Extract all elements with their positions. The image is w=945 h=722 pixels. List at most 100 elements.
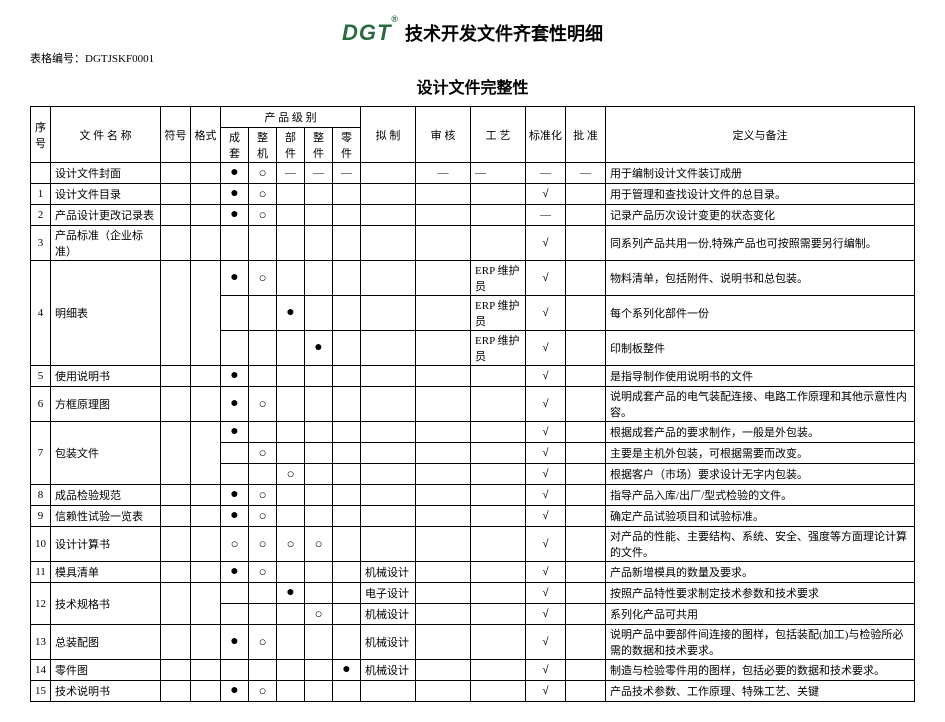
- cell-review: [416, 464, 471, 485]
- table-row: 9信赖性试验一览表●○√确定产品试验项目和试验标准。: [31, 506, 915, 527]
- cell-lvl: [305, 660, 333, 681]
- cell-review: [416, 527, 471, 562]
- cell-seq: 13: [31, 625, 51, 660]
- cell-name: 总装配图: [51, 625, 161, 660]
- cell-approve: [566, 226, 606, 261]
- table-row: 2产品设计更改记录表●○—记录产品历次设计变更的状态变化: [31, 205, 915, 226]
- cell-symbol: [161, 422, 191, 485]
- cell-symbol: [161, 660, 191, 681]
- cell-lvl: ●: [221, 184, 249, 205]
- cell-lvl: [333, 464, 361, 485]
- table-row: 设计文件封面●○———————用于编制设计文件装订成册: [31, 163, 915, 184]
- table-row: 11模具清单●○机械设计√产品新增模具的数量及要求。: [31, 562, 915, 583]
- th-lvl-1: 整机: [249, 128, 277, 163]
- cell-name: 模具清单: [51, 562, 161, 583]
- cell-draft: [361, 422, 416, 443]
- table-row: 14零件图●机械设计√制造与检验零件用的图样，包括必要的数据和技术要求。: [31, 660, 915, 681]
- cell-process: [471, 184, 526, 205]
- cell-seq: 14: [31, 660, 51, 681]
- cell-lvl: [333, 184, 361, 205]
- cell-process: [471, 604, 526, 625]
- cell-approve: [566, 422, 606, 443]
- cell-standard: —: [526, 205, 566, 226]
- cell-process: [471, 366, 526, 387]
- cell-note: 印制板整件: [606, 331, 915, 366]
- cell-note: 产品新增模具的数量及要求。: [606, 562, 915, 583]
- cell-review: [416, 443, 471, 464]
- cell-lvl: [277, 422, 305, 443]
- cell-name: 包装文件: [51, 422, 161, 485]
- cell-lvl: [221, 660, 249, 681]
- cell-lvl: [277, 226, 305, 261]
- cell-format: [191, 163, 221, 184]
- table-body: 设计文件封面●○———————用于编制设计文件装订成册1设计文件目录●○√用于管…: [31, 163, 915, 702]
- cell-review: [416, 604, 471, 625]
- cell-lvl: [249, 464, 277, 485]
- th-seq: 序号: [31, 107, 51, 163]
- cell-lvl: [333, 527, 361, 562]
- cell-draft: [361, 163, 416, 184]
- cell-format: [191, 226, 221, 261]
- cell-draft: [361, 331, 416, 366]
- cell-name: 技术规格书: [51, 583, 161, 625]
- cell-lvl: [277, 331, 305, 366]
- cell-standard: √: [526, 660, 566, 681]
- cell-review: [416, 681, 471, 702]
- cell-seq: 11: [31, 562, 51, 583]
- cell-note: 用于管理和查找设计文件的总目录。: [606, 184, 915, 205]
- page-header: DGT® 技术开发文件齐套性明细: [30, 20, 915, 46]
- cell-lvl: [305, 681, 333, 702]
- cell-approve: [566, 625, 606, 660]
- cell-standard: √: [526, 681, 566, 702]
- cell-lvl: [333, 422, 361, 443]
- cell-approve: [566, 296, 606, 331]
- cell-lvl: [333, 583, 361, 604]
- cell-standard: √: [526, 261, 566, 296]
- cell-seq: 2: [31, 205, 51, 226]
- cell-lvl: [277, 205, 305, 226]
- cell-note: 是指导制作使用说明书的文件: [606, 366, 915, 387]
- cell-seq: 15: [31, 681, 51, 702]
- cell-symbol: [161, 562, 191, 583]
- cell-name: 使用说明书: [51, 366, 161, 387]
- form-code-label: 表格编号：: [30, 53, 85, 65]
- cell-review: [416, 205, 471, 226]
- cell-process: [471, 485, 526, 506]
- cell-seq: 4: [31, 261, 51, 366]
- cell-name: 设计文件目录: [51, 184, 161, 205]
- cell-review: [416, 387, 471, 422]
- cell-symbol: [161, 681, 191, 702]
- cell-symbol: [161, 625, 191, 660]
- cell-review: [416, 660, 471, 681]
- cell-lvl: ○: [249, 625, 277, 660]
- th-draft: 拟 制: [361, 107, 416, 163]
- cell-lvl: [277, 485, 305, 506]
- form-code-value: DGTJSKF0001: [85, 53, 154, 65]
- cell-lvl: [249, 604, 277, 625]
- cell-process: ERP 维护员: [471, 331, 526, 366]
- cell-standard: √: [526, 226, 566, 261]
- cell-seq: 8: [31, 485, 51, 506]
- cell-seq: 12: [31, 583, 51, 625]
- cell-seq: [31, 163, 51, 184]
- cell-format: [191, 625, 221, 660]
- cell-approve: [566, 681, 606, 702]
- th-lvl-2: 部件: [277, 128, 305, 163]
- cell-lvl: [277, 261, 305, 296]
- cell-note: 用于编制设计文件装订成册: [606, 163, 915, 184]
- cell-format: [191, 527, 221, 562]
- cell-name: 信赖性试验一览表: [51, 506, 161, 527]
- cell-draft: [361, 226, 416, 261]
- main-title: 技术开发文件齐套性明细: [405, 20, 603, 46]
- th-review: 审 核: [416, 107, 471, 163]
- table-row: 13总装配图●○机械设计√说明产品中要部件间连接的图样，包括装配(加工)与检验所…: [31, 625, 915, 660]
- cell-lvl: —: [305, 163, 333, 184]
- cell-draft: [361, 184, 416, 205]
- cell-lvl: [277, 506, 305, 527]
- cell-lvl: [305, 205, 333, 226]
- cell-draft: [361, 387, 416, 422]
- cell-process: ERP 维护员: [471, 261, 526, 296]
- cell-draft: [361, 296, 416, 331]
- cell-lvl: ○: [249, 205, 277, 226]
- th-note: 定义与备注: [606, 107, 915, 163]
